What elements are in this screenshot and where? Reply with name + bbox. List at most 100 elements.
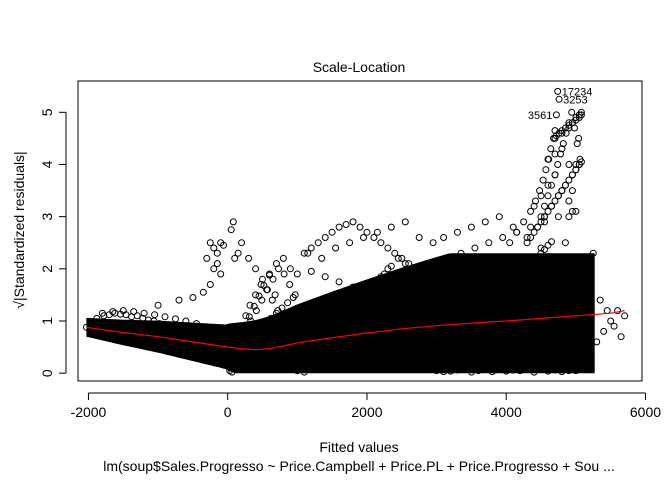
outlier-label: 3561 <box>528 110 552 122</box>
outlier-label: 17234 <box>562 86 593 98</box>
data-point <box>454 366 461 374</box>
data-point <box>582 270 590 278</box>
data-point <box>593 338 601 346</box>
data-point <box>398 332 406 340</box>
data-point <box>502 288 510 296</box>
data-point <box>495 365 503 372</box>
data-point <box>562 129 570 137</box>
data-point <box>565 161 573 168</box>
data-point <box>419 270 427 278</box>
x-tick-label: 6000 <box>630 404 661 420</box>
data-point <box>285 327 293 335</box>
data-point <box>412 294 420 301</box>
data-point <box>213 249 221 257</box>
data-point <box>349 218 357 226</box>
data-point <box>246 301 254 309</box>
data-point <box>229 365 237 373</box>
data-point <box>558 368 566 376</box>
data-point <box>256 325 264 333</box>
data-point <box>356 347 364 355</box>
data-point <box>339 317 347 325</box>
data-point <box>277 312 285 320</box>
data-point <box>284 299 292 307</box>
data-point <box>346 239 354 247</box>
data-point <box>380 270 388 278</box>
data-point <box>520 291 528 299</box>
data-point <box>318 341 326 348</box>
data-point <box>551 317 559 325</box>
data-point <box>530 368 538 376</box>
data-point <box>433 317 441 325</box>
data-point <box>561 181 569 189</box>
data-point <box>210 244 218 252</box>
data-point <box>488 330 496 338</box>
data-point <box>572 283 580 291</box>
lowess-smoother-line <box>86 310 625 351</box>
data-point <box>457 249 465 257</box>
data-point <box>408 307 416 315</box>
data-point <box>467 368 475 376</box>
data-point <box>373 228 381 236</box>
data-point <box>130 308 138 316</box>
data-point <box>380 317 388 325</box>
data-point <box>203 254 211 262</box>
data-point <box>572 161 580 168</box>
data-point <box>474 338 482 346</box>
data-point <box>175 296 183 304</box>
data-point <box>586 260 594 268</box>
data-point <box>568 207 576 215</box>
data-point <box>523 234 531 241</box>
data-point <box>541 246 548 253</box>
data-point <box>545 155 553 163</box>
data-point <box>263 286 271 294</box>
data-point <box>552 111 560 119</box>
data-point <box>325 333 333 341</box>
data-point <box>530 202 538 210</box>
data-point <box>460 335 468 343</box>
data-point <box>577 108 585 116</box>
data-point <box>610 322 618 330</box>
data-point <box>335 223 343 231</box>
data-point <box>534 223 542 231</box>
data-point <box>286 281 294 288</box>
data-point <box>621 312 629 320</box>
data-point <box>391 299 399 307</box>
data-point <box>537 213 545 221</box>
x-tick-label: -2000 <box>71 404 107 420</box>
data-point <box>394 312 402 320</box>
data-point <box>565 213 573 221</box>
data-point <box>474 320 482 328</box>
data-point <box>250 302 258 310</box>
data-point <box>232 355 240 363</box>
data-point <box>506 239 514 247</box>
data-point <box>291 338 298 346</box>
data-point <box>551 127 559 135</box>
data-point <box>565 265 573 273</box>
x-tick-label: 0 <box>224 404 232 420</box>
data-point <box>537 249 545 257</box>
data-point <box>537 244 545 252</box>
data-point <box>523 239 531 247</box>
data-point <box>238 239 246 247</box>
data-point <box>464 332 472 340</box>
data-point <box>210 265 218 273</box>
data-point <box>318 254 326 262</box>
data-point <box>485 308 493 316</box>
data-point <box>274 307 282 315</box>
y-tick-label: 2 <box>39 265 55 273</box>
data-point <box>429 291 437 299</box>
data-point <box>558 129 566 137</box>
data-point <box>502 322 510 330</box>
data-point <box>541 213 548 221</box>
data-point <box>234 348 241 356</box>
points-layer <box>82 87 629 376</box>
data-point <box>467 223 475 231</box>
data-point <box>541 218 548 226</box>
data-point <box>569 291 577 299</box>
data-point <box>353 301 360 309</box>
data-point <box>600 327 608 335</box>
data-point <box>440 234 448 241</box>
data-point <box>366 322 374 330</box>
data-point <box>544 299 552 307</box>
data-point <box>370 342 378 350</box>
